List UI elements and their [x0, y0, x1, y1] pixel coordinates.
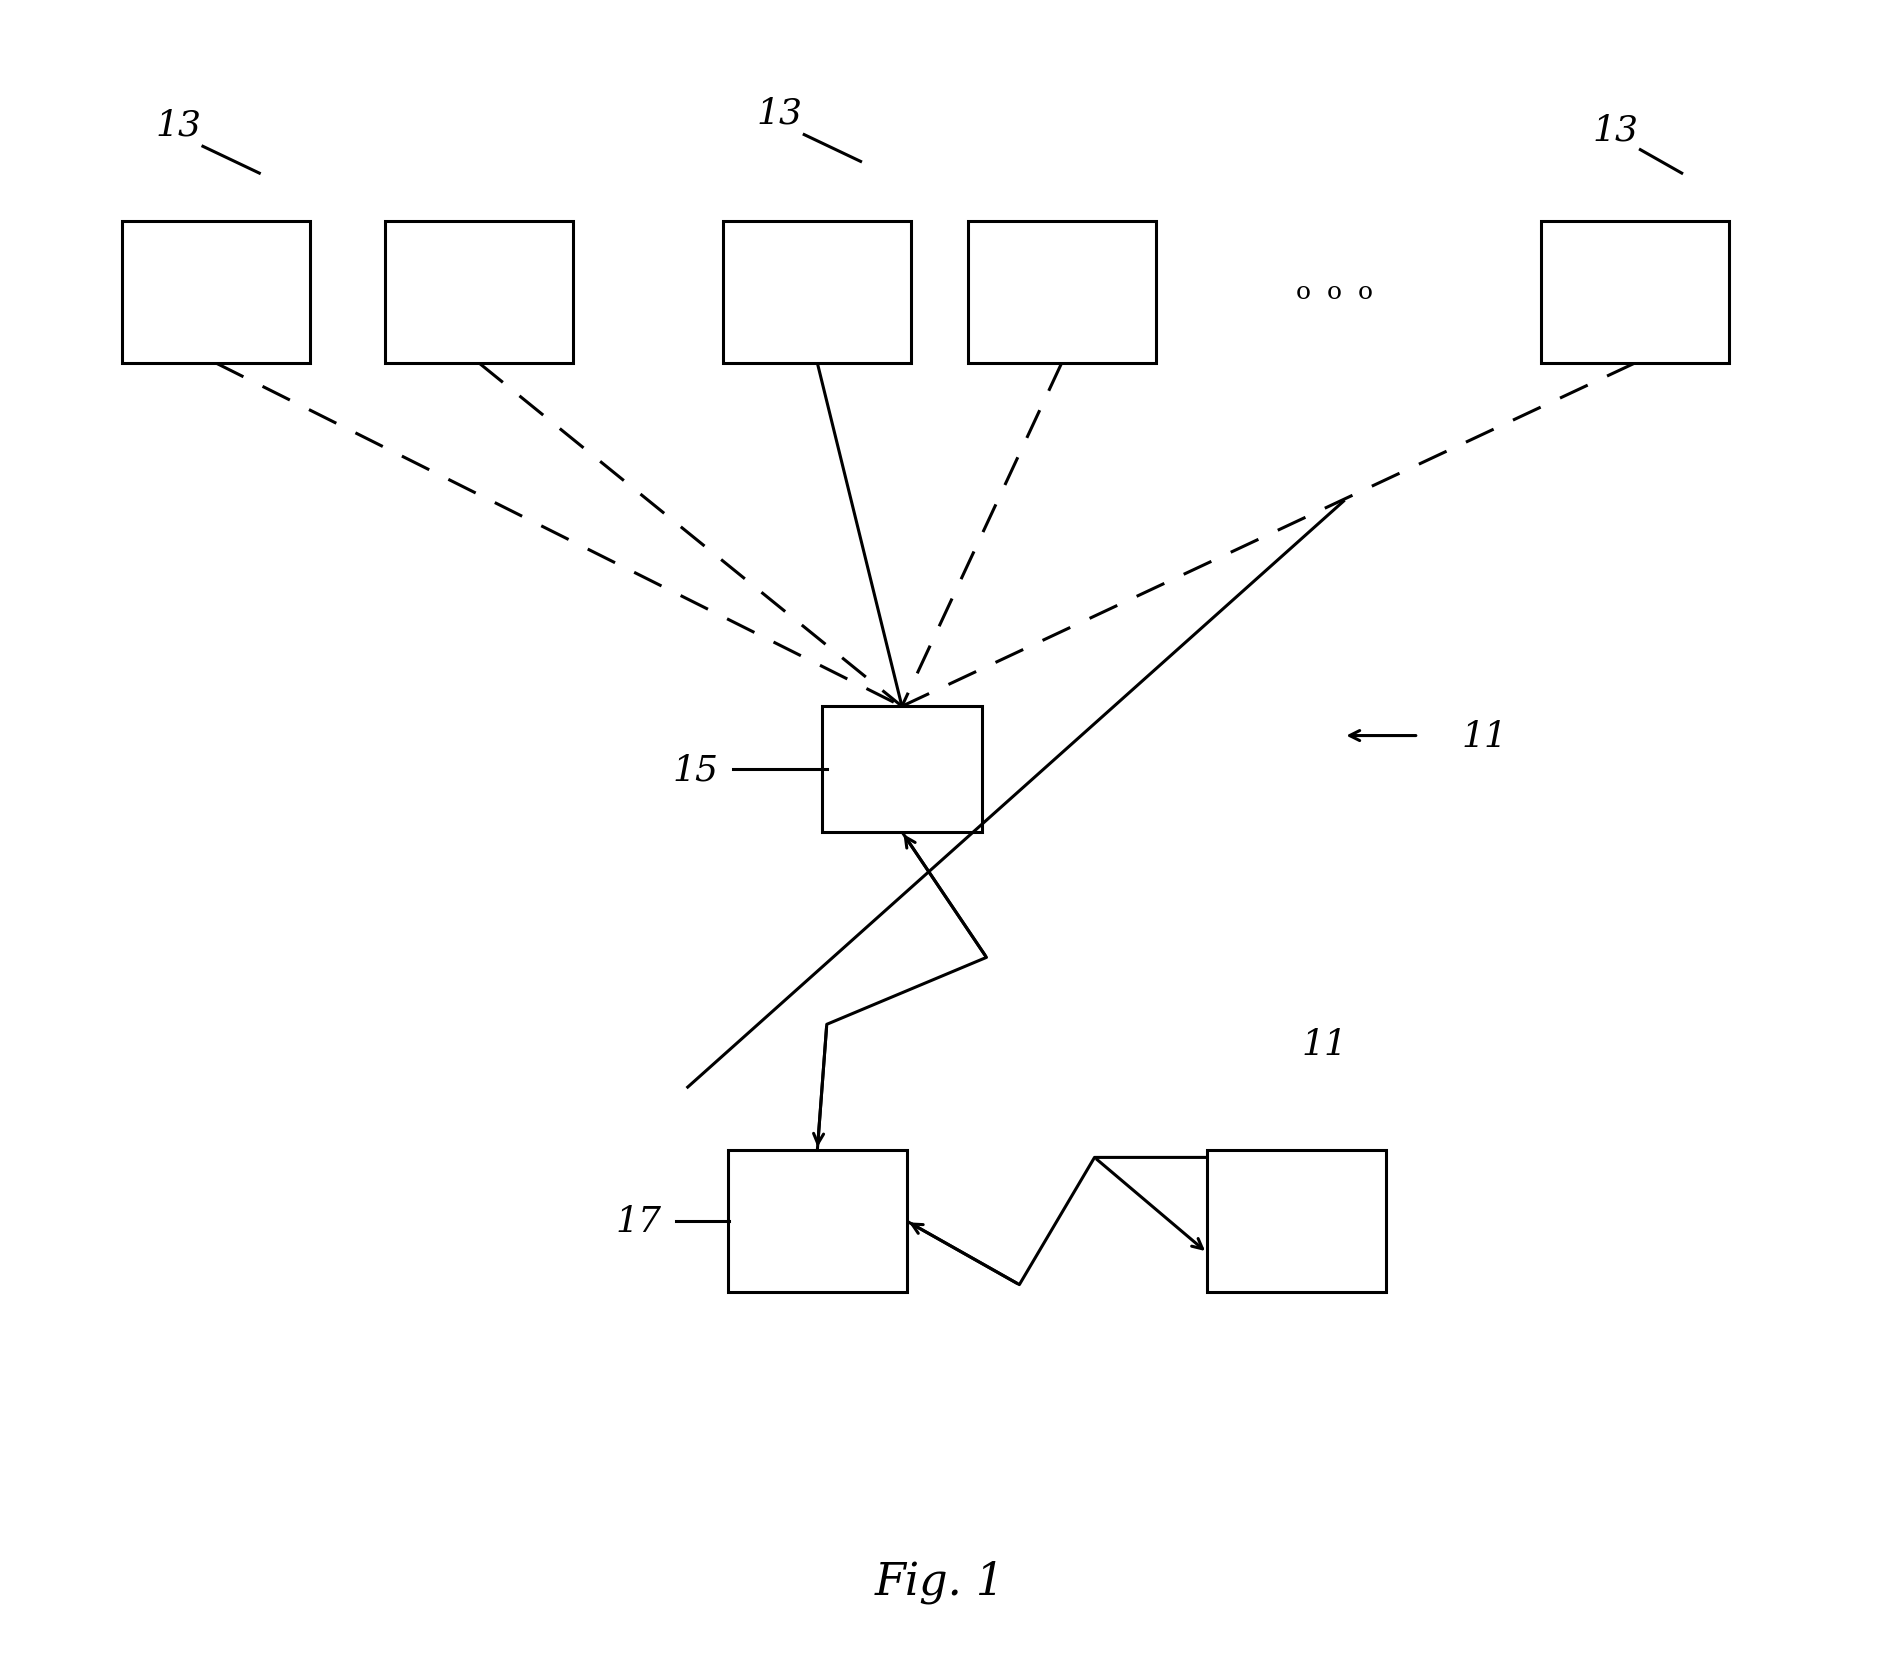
Text: 11: 11 [1302, 1027, 1347, 1061]
Bar [1541, 223, 1729, 365]
Bar [823, 706, 981, 831]
Bar [1206, 1151, 1385, 1292]
Bar [385, 223, 573, 365]
Text: 17: 17 [616, 1205, 661, 1238]
Text: o  o  o: o o o [1297, 281, 1372, 304]
Text: 15: 15 [673, 753, 718, 786]
Bar [729, 1151, 906, 1292]
Text: 13: 13 [156, 109, 201, 142]
Bar [723, 223, 911, 365]
Bar [968, 223, 1156, 365]
Text: 13: 13 [757, 97, 802, 130]
Text: 11: 11 [1462, 719, 1507, 753]
Text: 13: 13 [1593, 114, 1638, 147]
Bar [122, 223, 310, 365]
Text: Fig. 1: Fig. 1 [874, 1559, 1005, 1603]
